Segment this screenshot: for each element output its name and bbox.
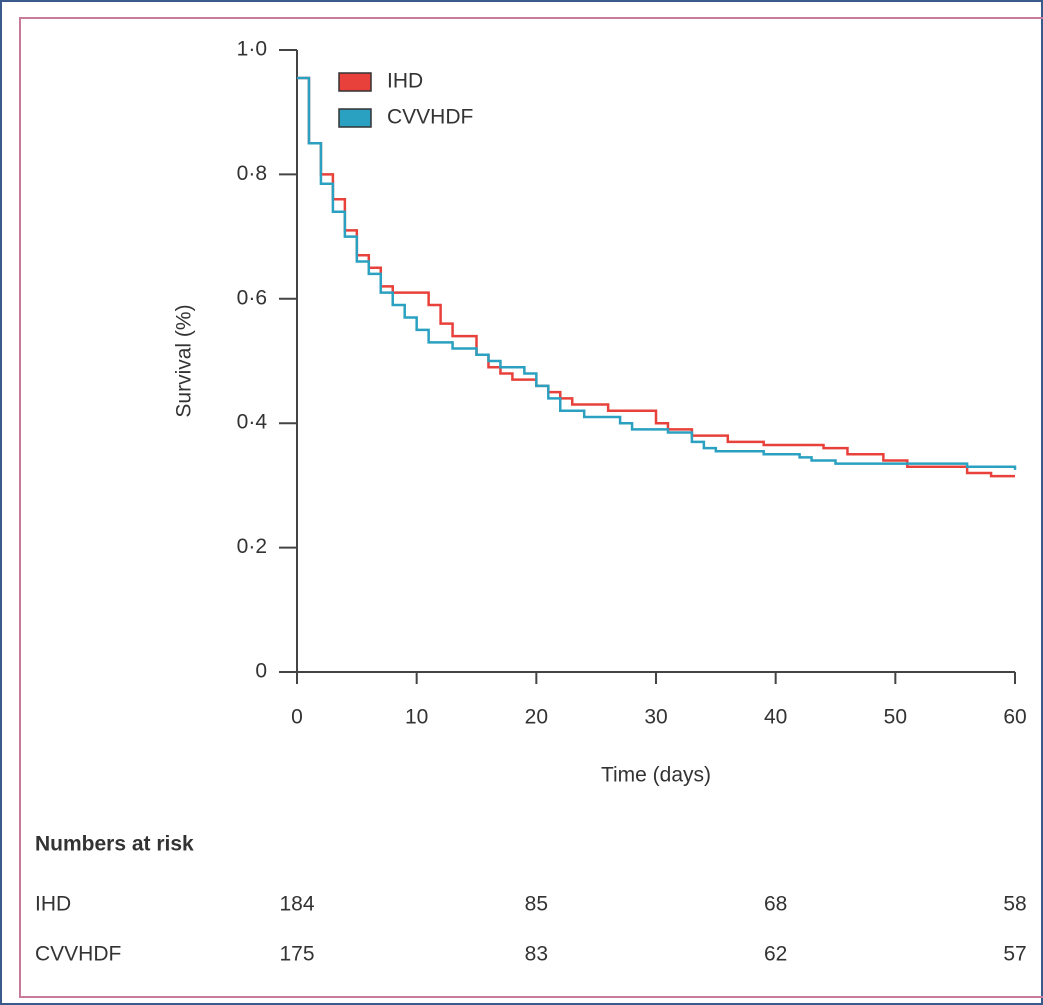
legend-swatch [338, 72, 372, 92]
x-tick-label: 0 [291, 706, 303, 729]
risk-row-name: IHD [35, 893, 71, 916]
y-tick-label: 1·0 [237, 38, 267, 61]
x-tick-label: 30 [644, 706, 667, 729]
risk-value: 68 [764, 893, 787, 916]
legend-label: CVVHDF [387, 106, 473, 129]
y-tick-label: 0 [255, 660, 267, 683]
y-tick-label: 0·2 [237, 535, 267, 558]
risk-value: 57 [1003, 943, 1026, 966]
x-tick-label: 40 [764, 706, 787, 729]
risk-value: 175 [279, 943, 314, 966]
x-tick-label: 50 [884, 706, 907, 729]
survival-line [297, 76, 1015, 478]
risk-value: 85 [525, 893, 548, 916]
y-tick-label: 0·4 [237, 411, 268, 434]
risk-value: 62 [764, 943, 787, 966]
risk-value: 184 [279, 893, 314, 916]
legend-swatch [338, 108, 372, 128]
x-axis-label: Time (days) [601, 764, 711, 787]
y-tick-label: 0·8 [237, 162, 267, 185]
risk-value: 58 [1003, 893, 1026, 916]
x-tick-label: 10 [405, 706, 428, 729]
x-tick-label: 60 [1003, 706, 1026, 729]
x-tick-label: 20 [525, 706, 548, 729]
risk-value: 83 [525, 943, 548, 966]
legend-label: IHD [387, 70, 423, 93]
risk-table-title: Numbers at risk [35, 833, 194, 856]
survival-line [297, 76, 1017, 470]
inner-border [19, 17, 1043, 998]
y-axis-label: Survival (%) [173, 304, 196, 417]
y-tick-label: 0·6 [237, 286, 267, 309]
risk-row-name: CVVHDF [35, 943, 121, 966]
